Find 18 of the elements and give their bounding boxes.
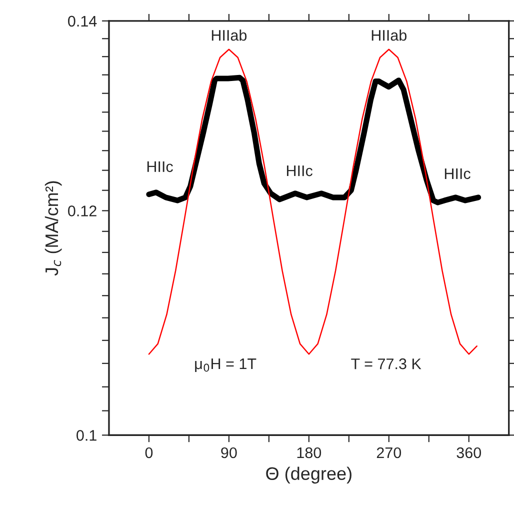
x-tick-label: 0 — [145, 447, 153, 458]
y-tick-label: 0.14 — [68, 16, 97, 27]
x-axis-title: Θ (degree) — [266, 466, 352, 484]
x-tick-label: 90 — [221, 447, 237, 458]
annotation: HIIab — [212, 30, 247, 41]
x-tick-label: 270 — [376, 447, 402, 458]
x-tick-label: 180 — [297, 447, 322, 458]
y-axis-title: J$_{c}$ (MA/cm²) — [44, 181, 62, 276]
annotation: HIIab — [372, 30, 407, 41]
annotation: μ$_{0}$H = 1T — [195, 358, 256, 372]
annotation: HIIc — [147, 161, 173, 172]
annotation: HIIc — [286, 166, 312, 176]
annotation: HIIc — [444, 168, 470, 180]
y-tick-label: 0.12 — [68, 206, 96, 216]
line-series — [148, 48, 478, 355]
y-tick-label: 0.1 — [76, 430, 96, 441]
annotation: T = 77.3 K — [351, 358, 422, 370]
x-tick-label: 360 — [456, 447, 482, 458]
